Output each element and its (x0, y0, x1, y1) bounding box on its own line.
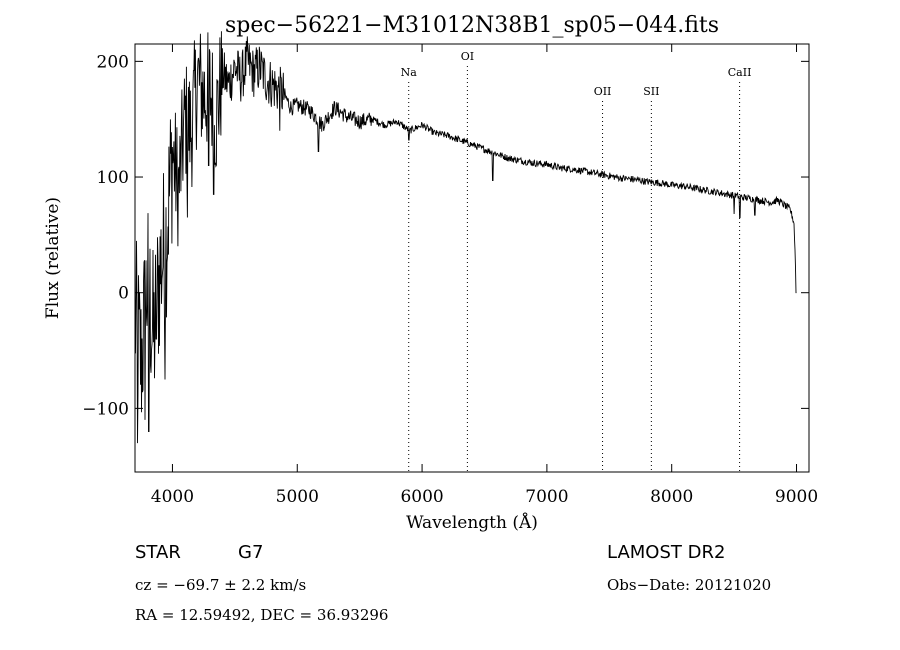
y-tick-label: 100 (97, 168, 129, 188)
x-axis-ticks: 4000 5000 6000 7000 8000 9000 (151, 44, 818, 507)
y-axis-ticks: −100 0 100 200 (82, 52, 809, 419)
line-marker-label-OII: OII (594, 85, 612, 98)
chart-title: spec−56221−M31012N38B1_sp05−044.fits (225, 13, 719, 38)
x-tick-label: 7000 (525, 487, 568, 507)
coordinates-text: RA = 12.59492, DEC = 36.93296 (135, 606, 388, 624)
y-tick-label: 0 (118, 284, 129, 304)
object-class-text: STAR (135, 542, 181, 563)
y-tick-label: −100 (82, 399, 129, 419)
y-axis-label: Flux (relative) (43, 197, 63, 319)
x-tick-label: 5000 (276, 487, 319, 507)
survey-text: LAMOST DR2 (607, 542, 725, 563)
x-tick-label: 9000 (775, 487, 818, 507)
plot-frame (134, 43, 810, 473)
line-marker-label-group: Na OI OII SII CaII (401, 50, 752, 98)
subclass-text: G7 (238, 542, 263, 563)
x-tick-label: 4000 (151, 487, 194, 507)
x-tick-label: 6000 (400, 487, 443, 507)
x-tick-label: 8000 (650, 487, 693, 507)
obs-date-text: Obs−Date: 20121020 (607, 576, 771, 594)
y-tick-label: 200 (97, 52, 129, 72)
line-marker-label-Na: Na (401, 66, 418, 79)
line-marker-label-OI: OI (461, 50, 474, 63)
line-marker-group (408, 66, 741, 472)
x-axis-label: Wavelength (Å) (406, 512, 538, 533)
spectrum-series-line (134, 31, 797, 444)
line-marker-label-CaII: CaII (728, 66, 752, 79)
redshift-text: cz = −69.7 ± 2.2 km/s (135, 576, 306, 594)
line-marker-label-SII: SII (643, 85, 659, 98)
